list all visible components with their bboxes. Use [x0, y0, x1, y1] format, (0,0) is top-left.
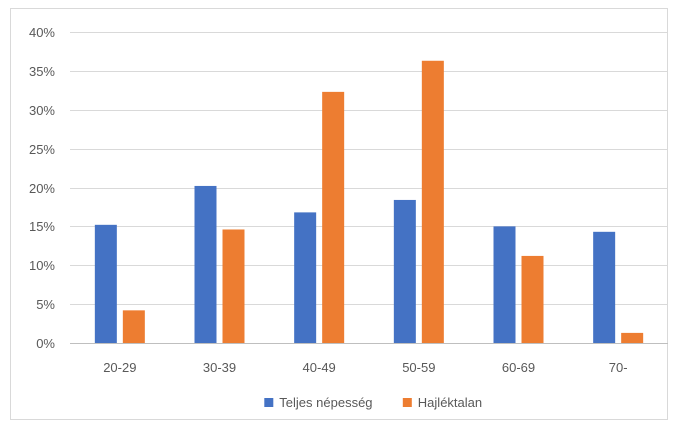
bar-series-1-40-49 [294, 212, 317, 343]
x-tick-label: 60-69 [502, 360, 535, 375]
bars [94, 60, 644, 344]
legend-swatch-2 [402, 398, 412, 407]
bar-series-1-70- [593, 231, 616, 343]
bar-series-1-20-29 [94, 224, 117, 343]
y-tick-label: 30% [29, 103, 55, 118]
bar-series-2-20-29 [122, 310, 145, 343]
legend-swatch-1 [264, 398, 274, 407]
x-tick-label: 30-39 [203, 360, 236, 375]
legend-label-1: Teljes népesség [279, 395, 372, 410]
legend: Teljes népesség Hajléktalan [264, 395, 482, 410]
x-tick-label: 20-29 [103, 360, 136, 375]
y-tick-label: 15% [29, 219, 55, 234]
bar-series-1-30-39 [194, 185, 217, 343]
bar-series-1-50-59 [393, 199, 416, 343]
x-tick-label: 40-49 [303, 360, 336, 375]
y-tick-label: 20% [29, 181, 55, 196]
x-tick-label: 70- [609, 360, 628, 375]
bar-series-2-70- [621, 332, 644, 343]
bar-series-1-60-69 [493, 226, 516, 343]
legend-label-2: Hajléktalan [418, 395, 482, 410]
y-tick-label: 10% [29, 258, 55, 273]
y-tick-label: 40% [29, 25, 55, 40]
x-axis-tick-labels: 20-29 30-39 40-49 50-59 60-69 70- [103, 360, 627, 375]
x-tick-label: 50-59 [402, 360, 435, 375]
bar-series-2-30-39 [222, 229, 245, 343]
gridlines [70, 32, 668, 344]
y-tick-label: 25% [29, 142, 55, 157]
y-tick-label: 35% [29, 64, 55, 79]
bar-series-2-40-49 [322, 91, 345, 344]
y-tick-label: 0% [36, 336, 55, 351]
bar-series-2-60-69 [521, 255, 544, 343]
y-axis-tick-labels: 0% 5% 10% 15% 20% 25% 30% 35% 40% [29, 25, 55, 351]
bar-series-2-50-59 [421, 60, 444, 344]
y-tick-label: 5% [36, 297, 55, 312]
